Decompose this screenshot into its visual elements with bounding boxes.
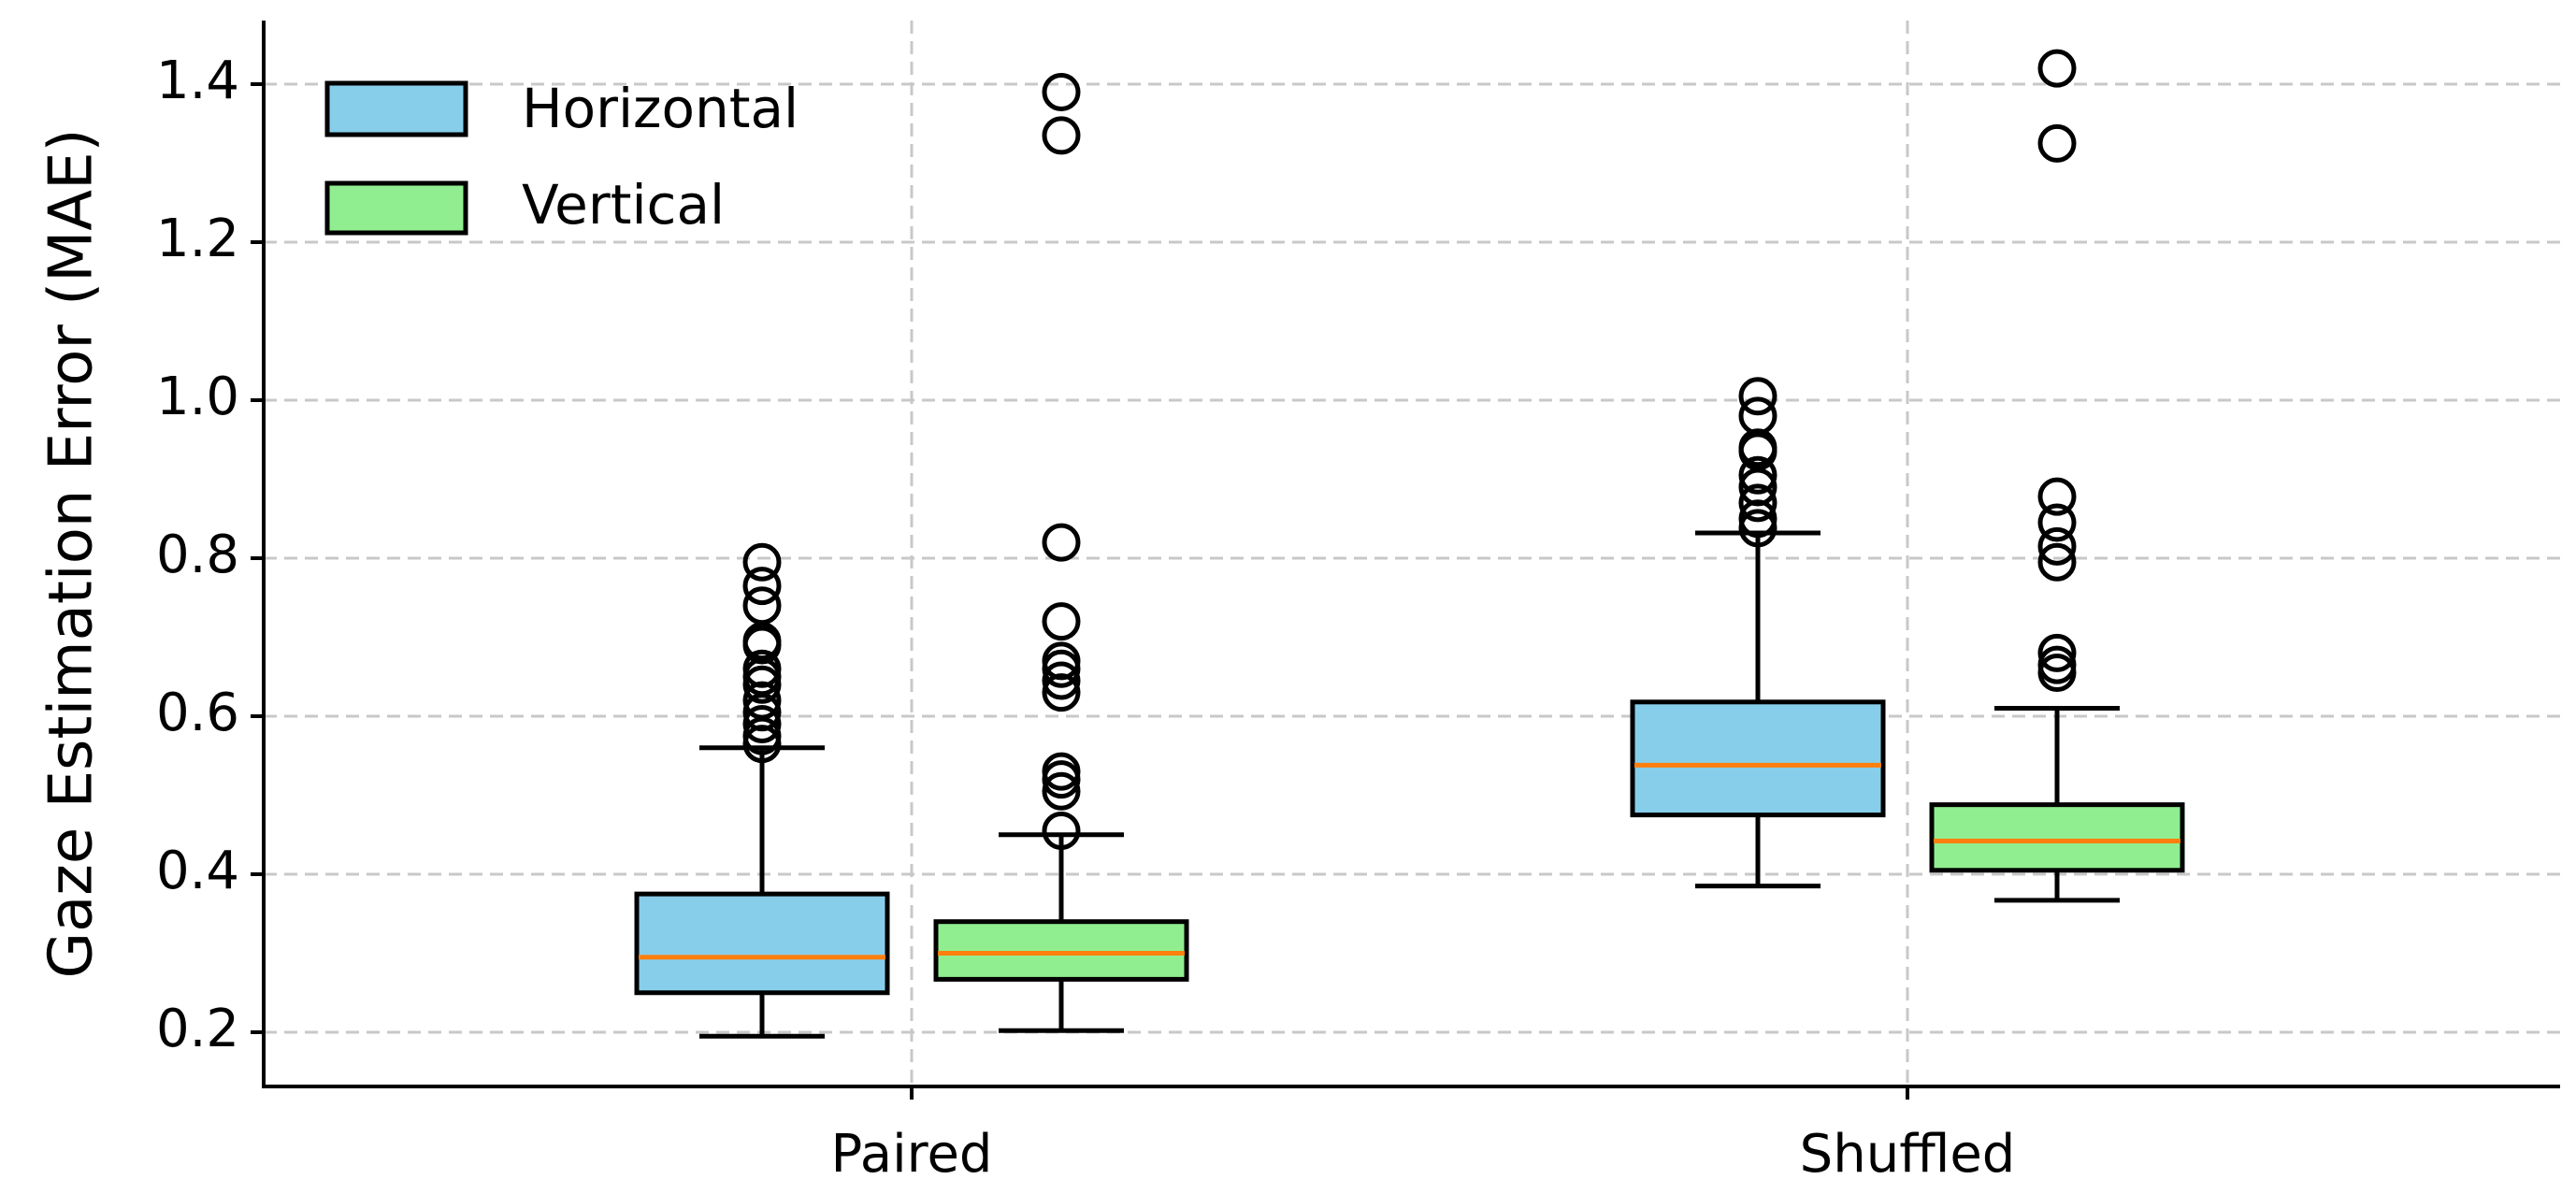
y-tick-label: 1.2 [156,209,239,269]
outlier-point [742,657,782,697]
outlier-point [1738,455,1777,495]
y-axis-title: Gaze Estimation Error (MAE) [37,129,107,979]
outlier-point [1738,396,1777,436]
outlier-point [2037,477,2077,516]
outlier-point [1738,509,1777,548]
legend-label-horizontal: Horizontal [522,77,799,140]
y-tick-label: 1.0 [156,367,239,427]
outlier-point [1042,661,1081,700]
grid-lines [264,21,2560,1086]
legend-swatch-horizontal [324,80,468,137]
y-tick-label: 0.4 [156,841,239,901]
x-tick-label: Shuffled [1800,1124,2016,1185]
box-body [1929,802,2185,873]
box-vertical-shuffled [1929,49,2185,903]
box-body [634,891,890,996]
box-vertical-paired [933,72,1189,1033]
outlier-point [2037,633,2077,672]
outlier-point [1042,602,1081,641]
outlier-point [742,586,782,626]
box-horizontal-paired [634,542,890,1039]
outlier-point [1738,483,1777,523]
outlier-point [1042,771,1081,811]
outlier-point [742,542,782,582]
legend-label-vertical: Vertical [522,173,725,237]
outlier-point [742,649,782,688]
box-plot-series [634,49,2185,1039]
outlier-point [1738,377,1777,416]
y-tick-label: 0.2 [156,999,239,1059]
outlier-point [1042,752,1081,791]
box-horizontal-shuffled [1630,377,1886,889]
outlier-point [2037,526,2077,566]
y-tick-label: 0.6 [156,683,239,743]
outlier-point [2037,123,2077,163]
outlier-point [1042,812,1081,851]
outlier-point [742,704,782,743]
legend: Horizontal Vertical [324,77,799,237]
x-tick-label: Paired [831,1124,993,1185]
outlier-point [1042,641,1081,681]
outlier-point [2037,503,2077,542]
y-tick-label: 0.8 [156,525,239,585]
outlier-point [2037,542,2077,582]
outlier-point [2037,645,2077,684]
y-tick-label: 1.4 [156,50,239,111]
outlier-point [2037,654,2077,693]
axes [262,21,2560,1088]
box-body [933,919,1189,982]
axis-ticks: 0.2 0.4 0.6 0.8 1.0 1.2 1.4 Paired Shuffled [156,50,2015,1185]
box-body [1630,699,1886,818]
outlier-point [1042,523,1081,562]
outlier-point [2037,49,2077,88]
outlier-point [1042,72,1081,111]
outlier-point [1042,116,1081,155]
outlier-point [742,567,782,606]
legend-swatch-vertical [324,180,468,236]
